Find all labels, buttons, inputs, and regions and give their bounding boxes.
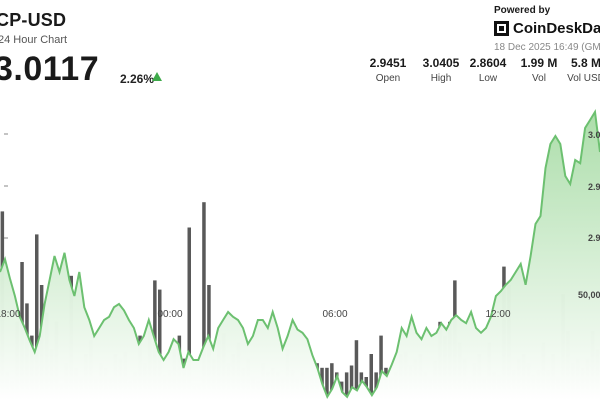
brand-logo[interactable]: CoinDeskData (494, 20, 600, 37)
stat-value: 2.9451 (369, 56, 407, 70)
price-line (0, 109, 600, 400)
x-tick-label: 18:00 (0, 309, 21, 320)
stat-value: 5.8 M (570, 56, 600, 70)
stat-label: Open (375, 73, 401, 84)
y-axis-ticks: 3.0 2.9 2.9 50,000 (578, 130, 600, 300)
stat-high: 3.0405 High (416, 56, 466, 84)
stat-open: 2.9451 Open (363, 56, 413, 84)
volume-bar (202, 202, 206, 400)
current-price: 3.0117 (0, 50, 100, 88)
x-tick-label: 12:00 (485, 309, 510, 320)
volume-bar (187, 227, 191, 400)
stat-value: 2.8604 (469, 56, 507, 70)
price-area (0, 112, 600, 400)
volume-bar (330, 363, 334, 400)
stat-value: 1.99 M (520, 56, 558, 70)
timestamp: 18 Dec 2025 16:49 (GMT) (494, 42, 600, 53)
x-tick-label: 06:00 (322, 309, 347, 320)
volume-bar (369, 354, 373, 400)
stat-label: Vol USD (567, 73, 600, 84)
coindesk-logo-icon (494, 21, 509, 36)
price-change: 2.26% (120, 72, 155, 86)
volume-bar (344, 372, 349, 400)
x-tick-label: 00:00 (157, 309, 182, 320)
up-triangle-icon (152, 72, 162, 81)
y-tick-label: 2.9 (588, 182, 600, 192)
x-axis-ticks: 18:00 00:00 06:00 12:00 (0, 309, 511, 320)
volume-bar (354, 340, 359, 400)
volume-bar (374, 372, 378, 400)
stat-vol: 1.99 M Vol (514, 56, 564, 84)
stat-low: 2.8604 Low (463, 56, 513, 84)
stat-label: Low (478, 73, 498, 84)
volume-bar (325, 367, 329, 400)
chart-subtitle: 24 Hour Chart (0, 34, 68, 46)
stat-label: High (430, 73, 452, 84)
volume-bar (379, 335, 383, 400)
y-tick-label: 3.0 (588, 130, 600, 140)
volume-bar (35, 234, 39, 400)
volume-bar (158, 289, 162, 400)
volume-tick-label: 50,000 (578, 290, 600, 300)
page-title: CP-USD (0, 10, 67, 30)
y-tick-marks (4, 133, 8, 239)
stat-label: Vol (532, 73, 546, 84)
stat-vol-usd: 5.8 M Vol USD (561, 56, 600, 84)
powered-by-label: Powered by (494, 5, 551, 16)
stat-value: 3.0405 (422, 56, 460, 70)
brand-name: CoinDeskData (513, 20, 600, 37)
y-tick-label: 2.9 (588, 233, 600, 243)
volume-bar (349, 365, 354, 400)
